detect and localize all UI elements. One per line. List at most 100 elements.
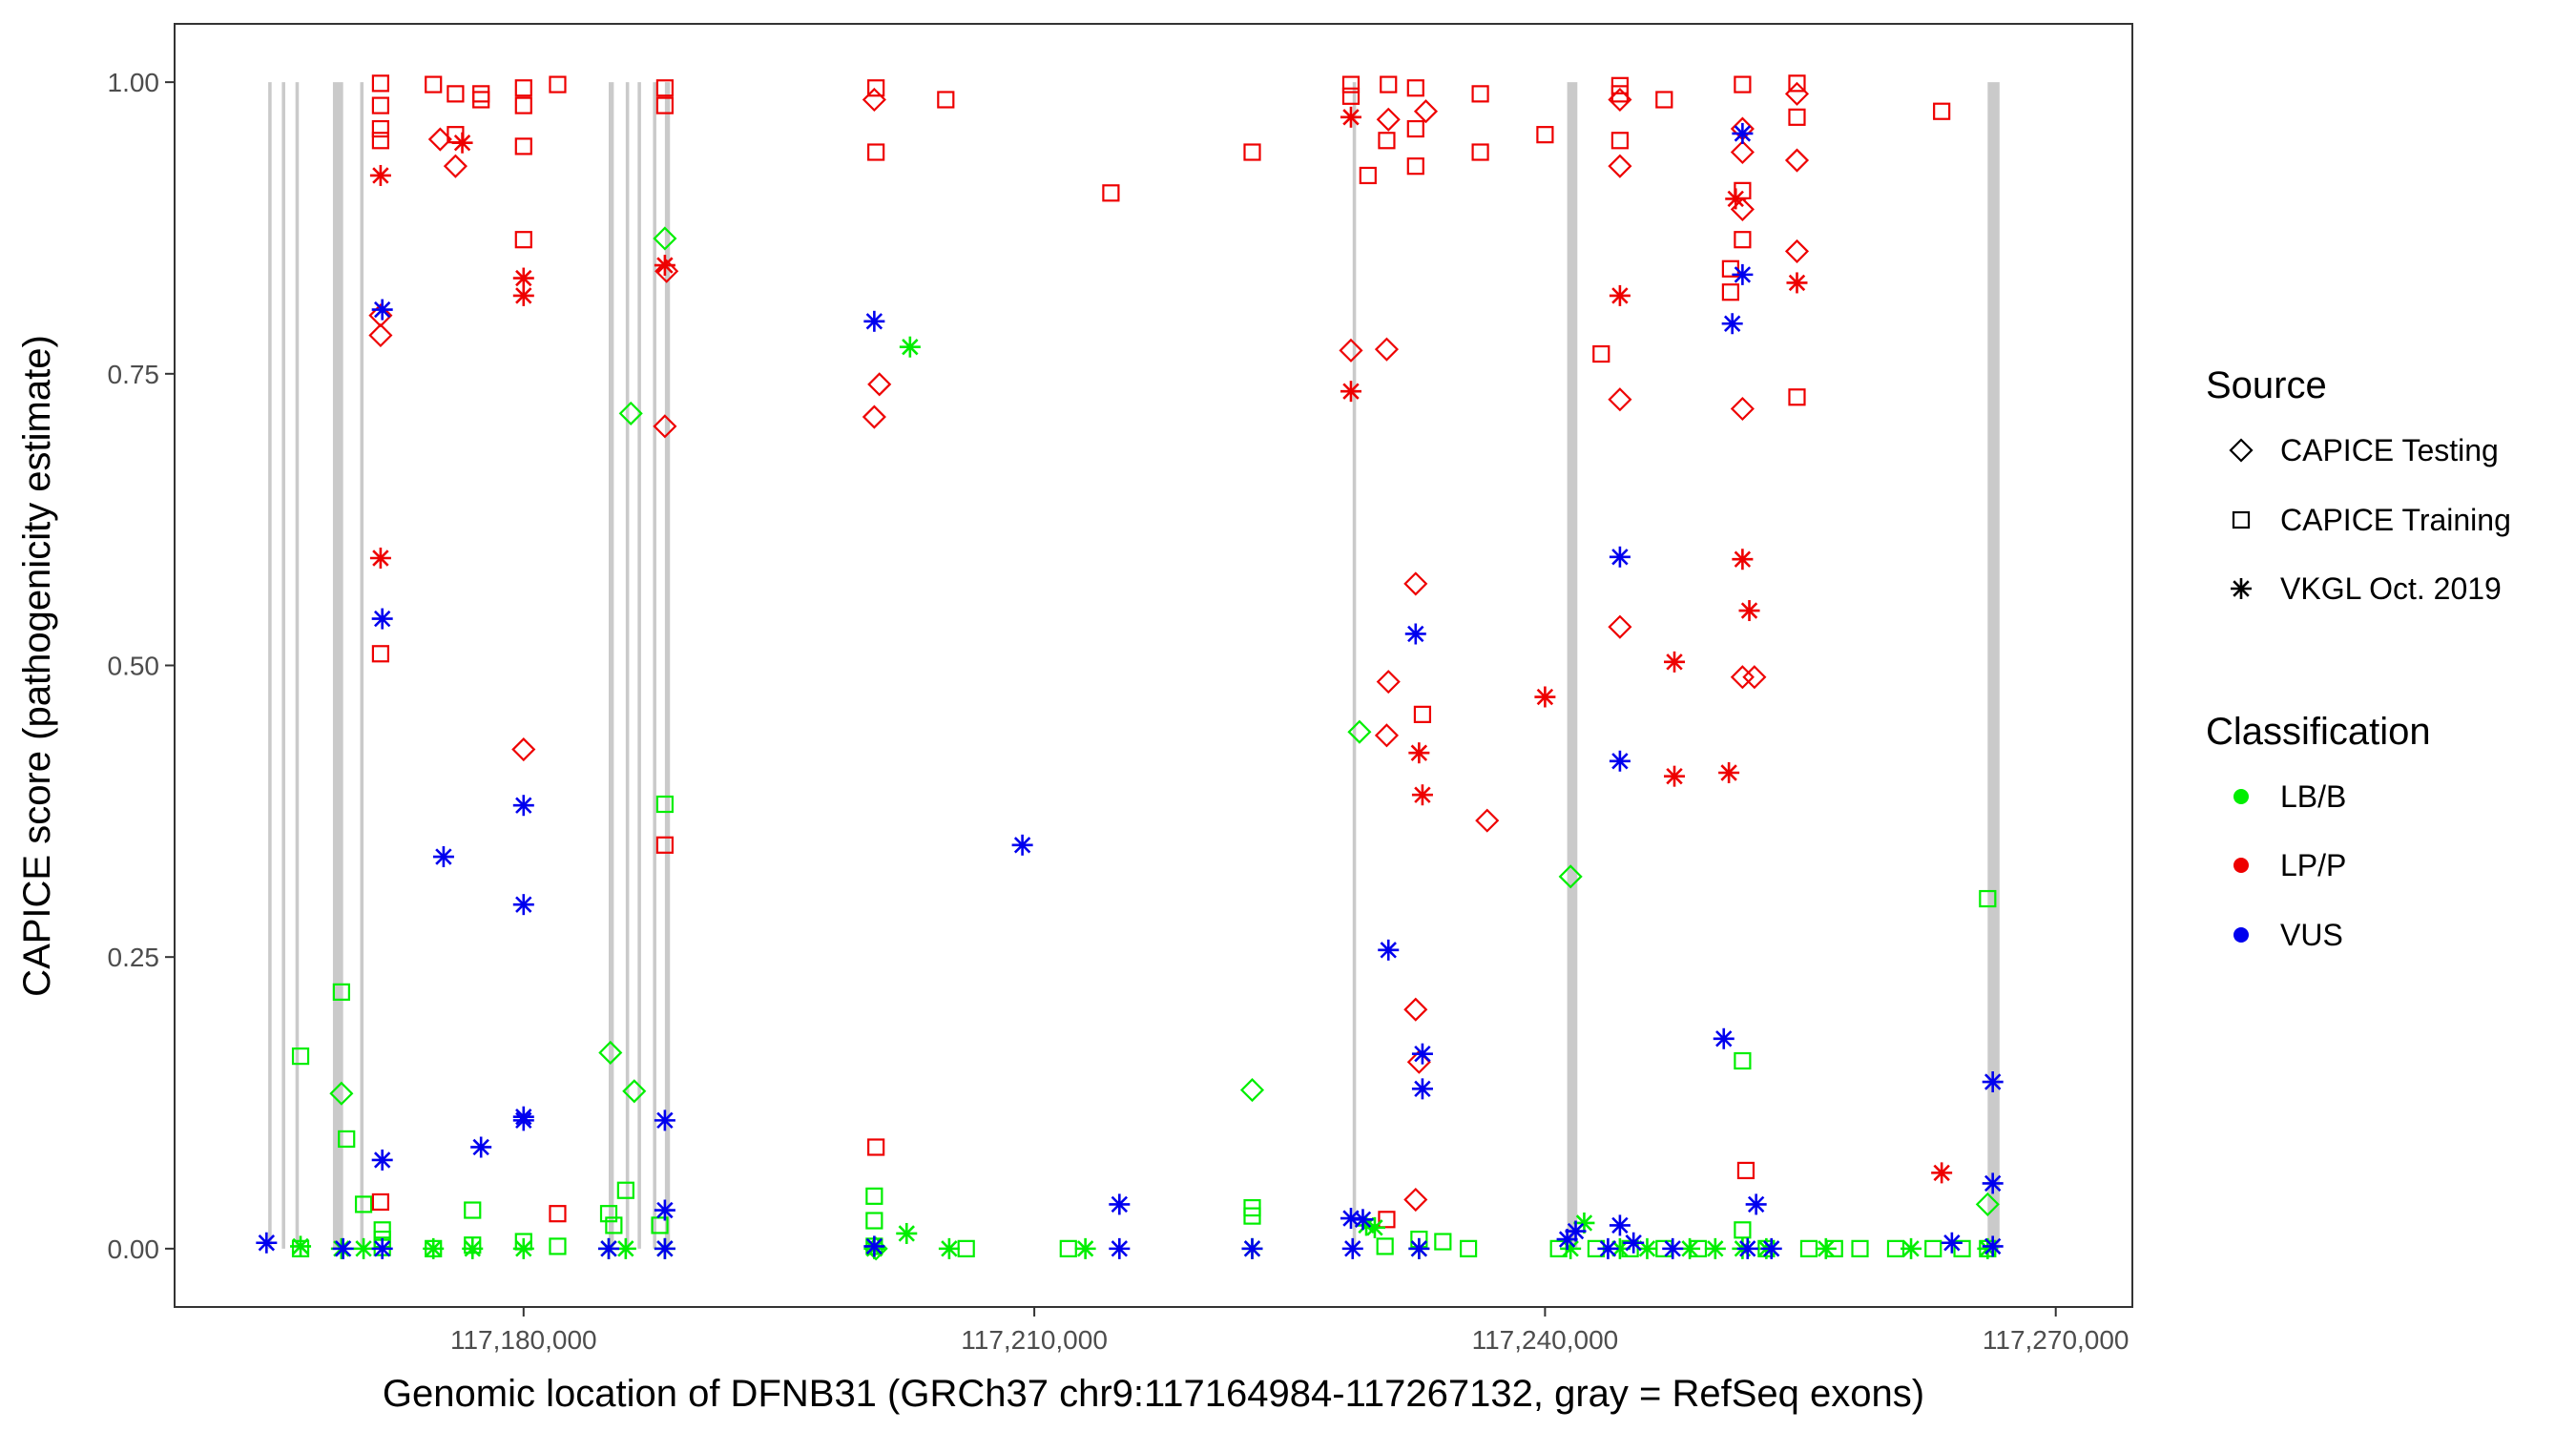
data-point (1851, 1239, 1869, 1257)
data-point (1788, 108, 1806, 126)
data-point (653, 414, 677, 439)
data-point (1610, 76, 1630, 94)
data-point (1784, 238, 1810, 263)
legend-key-dot (2233, 858, 2249, 873)
data-point (1736, 1161, 1755, 1180)
series-vkgl-oct-2019-vus (256, 122, 2004, 1259)
data-point (1411, 784, 1433, 806)
data-point (865, 1187, 883, 1205)
data-point (655, 795, 674, 814)
data-point (1784, 148, 1810, 173)
y-axis-title: CAPICE score (pathogenicity estimate) (16, 335, 58, 997)
data-point (654, 1237, 675, 1259)
data-point (1341, 1237, 1363, 1259)
data-point (1732, 122, 1754, 144)
data-point (1406, 119, 1424, 138)
data-point (1738, 600, 1760, 622)
data-point (1901, 1237, 1922, 1259)
data-point (1609, 1214, 1631, 1236)
data-point (332, 983, 350, 1001)
data-point (863, 1235, 885, 1257)
exon-band (360, 82, 364, 1249)
exon-band (1567, 82, 1578, 1249)
data-point (1788, 388, 1806, 406)
data-point (1341, 75, 1361, 93)
data-point (1471, 85, 1489, 103)
data-point (369, 548, 391, 570)
data-point (1815, 1237, 1837, 1259)
data-point (1664, 651, 1686, 673)
data-point (1376, 670, 1401, 695)
data-point (443, 154, 467, 178)
data-point (1471, 143, 1489, 161)
data-point (651, 1216, 669, 1234)
exon-band (653, 82, 656, 1249)
legend-classification-title: Classification (2206, 711, 2431, 753)
data-point (371, 645, 390, 663)
data-point (514, 96, 532, 114)
data-point (371, 299, 393, 321)
exon-band (1987, 82, 2000, 1249)
data-point (1339, 338, 1363, 363)
series-capice-testing-lb-b (329, 226, 2000, 1261)
data-point (1924, 1239, 1942, 1257)
data-point (622, 1079, 647, 1104)
y-tick-label: 0.25 (108, 943, 160, 972)
exon-band (637, 82, 641, 1249)
legend-source-label-vkgl: VKGL Oct. 2019 (2280, 571, 2502, 606)
data-point (867, 372, 892, 397)
data-point (371, 1192, 390, 1212)
data-point (1376, 1237, 1394, 1255)
data-point (1403, 571, 1428, 596)
data-point (1376, 107, 1401, 132)
data-point (1760, 1237, 1782, 1259)
data-point (1374, 723, 1400, 748)
data-point (1411, 1043, 1433, 1065)
data-point (1786, 272, 1808, 294)
data-point (1239, 1078, 1265, 1103)
data-point (512, 795, 534, 817)
data-point (329, 1081, 354, 1106)
data-point (423, 1237, 445, 1259)
data-point (1718, 761, 1740, 783)
data-point (373, 1221, 391, 1239)
legend-classification-keys (2233, 789, 2249, 943)
y-tick-label: 1.00 (108, 68, 160, 97)
data-point (1608, 387, 1632, 412)
data-point (605, 1216, 623, 1234)
data-point (1679, 1237, 1701, 1259)
data-point (1655, 91, 1673, 109)
data-point (614, 1237, 636, 1259)
data-point (1734, 1221, 1752, 1239)
data-point (1243, 1207, 1261, 1225)
data-point (1592, 344, 1610, 363)
data-point (512, 894, 534, 916)
data-point (598, 1237, 620, 1259)
exon-band (609, 82, 614, 1249)
data-point (290, 1235, 312, 1257)
data-point (1982, 1235, 2004, 1257)
data-point (371, 74, 390, 93)
data-point (1352, 1209, 1374, 1231)
legend-class-label-vus: VUS (2280, 918, 2343, 952)
legend-source-label-training: CAPICE Training (2280, 503, 2511, 537)
data-point (618, 401, 643, 425)
legend-key-asterisk (2231, 578, 2252, 599)
data-point (1074, 1237, 1096, 1259)
data-point (1609, 546, 1631, 568)
data-point (1411, 1078, 1433, 1100)
data-point (371, 119, 390, 138)
data-point (332, 1237, 354, 1259)
x-tick-label: 117,180,000 (450, 1325, 597, 1355)
data-point (1982, 1172, 2004, 1194)
data-point (512, 1110, 534, 1131)
data-point (371, 1237, 393, 1259)
data-point (1378, 132, 1396, 150)
data-point (1933, 102, 1951, 120)
y-axis: 0.00 0.25 0.50 0.75 1.00 (108, 68, 175, 1264)
data-point (1982, 1071, 2004, 1093)
data-point (1713, 1027, 1735, 1049)
data-point (1340, 106, 1361, 128)
data-point (896, 1222, 918, 1244)
data-point (451, 132, 473, 154)
